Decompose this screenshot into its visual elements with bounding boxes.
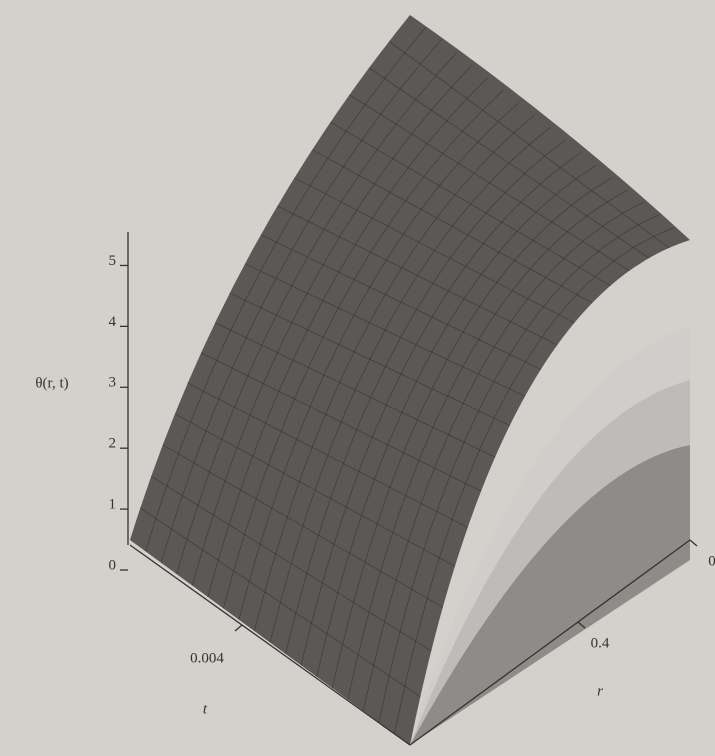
z-tick-label: 1 (109, 497, 117, 513)
r-tick-label: 0 (708, 553, 715, 569)
z-tick-label: 5 (109, 253, 117, 269)
r-axis-label: r (597, 683, 603, 699)
t-tick-label: 0.004 (190, 650, 224, 666)
z-tick-label: 4 (109, 314, 117, 330)
z-axis-label: θ(r, t) (35, 375, 68, 391)
z-tick-label: 2 (109, 436, 117, 452)
chart: θ(r, t) t r 0123450.00400.4 (0, 0, 715, 756)
z-tick-label: 3 (109, 375, 117, 391)
r-tick-label: 0.4 (591, 635, 610, 651)
z-tick-label: 0 (109, 557, 117, 573)
